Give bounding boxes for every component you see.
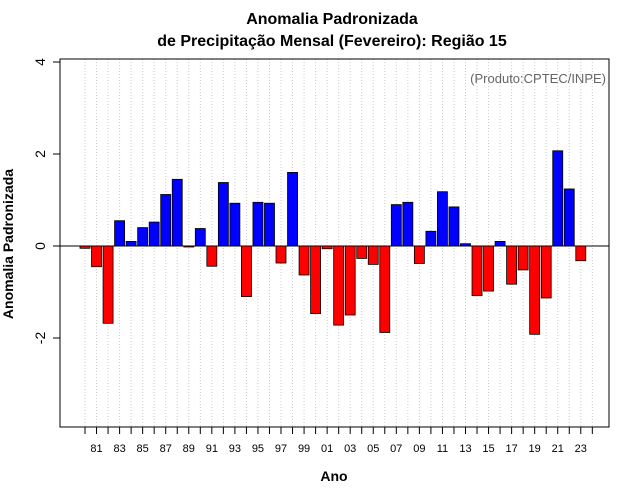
- grid-lines: [84, 59, 593, 427]
- bar-2003: [344, 245, 356, 316]
- x-tick-label: 01: [321, 443, 333, 455]
- bar-2001: [321, 245, 333, 250]
- x-tick-label: 83: [113, 443, 125, 455]
- bar-1988: [171, 178, 183, 247]
- x-tick-label: 87: [160, 443, 172, 455]
- bar-2004: [356, 245, 368, 259]
- x-tick-label: 11: [437, 443, 448, 455]
- bar-1984: [125, 240, 137, 247]
- bar-1985: [137, 227, 149, 247]
- x-tick-label: 97: [275, 443, 287, 455]
- x-tick-label: 17: [505, 443, 517, 455]
- x-tick-label: 03: [344, 443, 356, 455]
- bar-2022: [563, 188, 575, 247]
- bar-1981: [91, 245, 102, 268]
- x-axis-label: Ano: [320, 468, 347, 484]
- bar-1999: [298, 245, 310, 276]
- bar-2023: [575, 245, 587, 262]
- bar-1980: [79, 245, 91, 249]
- bar-2002: [333, 245, 345, 326]
- bar-1995: [252, 201, 264, 247]
- bar-1996: [264, 202, 275, 247]
- bar-2008: [402, 201, 414, 247]
- x-tick-label: 09: [413, 443, 425, 455]
- bar-2010: [425, 230, 437, 247]
- bar-2006: [379, 245, 391, 333]
- bar-1986: [148, 221, 160, 247]
- bar-2016: [494, 240, 506, 247]
- x-tick-label: 91: [206, 443, 218, 455]
- x-tick-label: 21: [552, 443, 564, 455]
- bar-2005: [367, 245, 379, 265]
- bar-1993: [229, 202, 241, 247]
- x-tick-label: 99: [298, 443, 310, 455]
- x-tick-label: 13: [459, 443, 471, 455]
- y-tick-label: 4: [32, 58, 48, 66]
- bar-2013: [460, 243, 471, 247]
- bar-1989: [183, 245, 195, 248]
- bar-1991: [206, 245, 218, 267]
- bar-1983: [114, 220, 125, 247]
- bar-1990: [194, 228, 206, 247]
- y-axis: 4 2 0 -2: [32, 58, 60, 344]
- bar-2012: [448, 206, 460, 247]
- bar-2015: [483, 245, 494, 292]
- y-tick-label: -2: [32, 332, 48, 345]
- bar-2020: [540, 245, 552, 299]
- bar-2000: [310, 245, 322, 315]
- credit-label: (Produto:CPTEC/INPE): [470, 71, 606, 86]
- x-tick-label: 19: [529, 443, 541, 455]
- x-axis: 81 83 85 87 89 91 93 95 97 99 01 03 05 07 09 11 13 15 17 19…: [84, 427, 593, 455]
- x-tick-label: 81: [90, 443, 102, 455]
- x-tick-label: 15: [482, 443, 494, 455]
- bar-1987: [160, 194, 172, 247]
- x-tick-label: 95: [252, 443, 264, 455]
- x-tick-label: 07: [390, 443, 402, 455]
- bar-2014: [471, 245, 483, 297]
- bar-2009: [413, 245, 425, 264]
- bar-2007: [390, 204, 402, 247]
- bar-1998: [287, 171, 298, 247]
- x-tick-label: 89: [183, 443, 195, 455]
- chart-title: Anomalia Padronizada: [246, 11, 418, 28]
- bar-1992: [217, 182, 229, 247]
- x-tick-label: 85: [137, 443, 149, 455]
- bar-2021: [552, 150, 564, 247]
- bar-2019: [529, 245, 541, 335]
- chart-subtitle: de Precipitação Mensal (Fevereiro): Regi…: [157, 33, 507, 50]
- y-tick-label: 2: [32, 150, 48, 158]
- x-tick-label: 23: [575, 443, 587, 455]
- bar-2017: [506, 245, 518, 285]
- bars: [79, 150, 587, 335]
- y-tick-label: 0: [32, 242, 48, 250]
- bar-1982: [102, 245, 114, 324]
- bar-1994: [241, 245, 252, 297]
- bar-2011: [437, 191, 448, 247]
- bar-1997: [275, 245, 287, 264]
- bar-2018: [517, 245, 529, 271]
- x-tick-label: 05: [367, 443, 379, 455]
- y-axis-label: Anomalia Padronizada: [0, 169, 16, 319]
- plot-frame: [59, 58, 610, 428]
- x-tick-label: 93: [229, 443, 241, 455]
